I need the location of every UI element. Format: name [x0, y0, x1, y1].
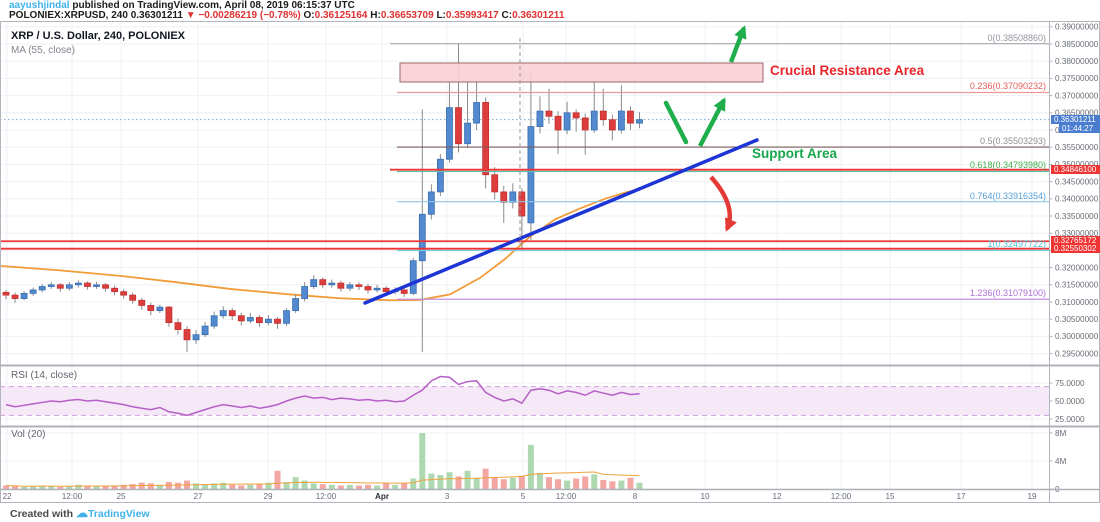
green-up-arrow[interactable]	[728, 25, 747, 63]
fib-level-label: 0(0.38508860)	[987, 32, 1046, 43]
axis-tick-label: 12:00	[556, 492, 577, 501]
axis-tick-label: 19	[1027, 492, 1037, 501]
axis-tick-label: 8	[633, 492, 638, 501]
axis-tick-label: 5	[521, 492, 526, 501]
last-price-badge: 0.36301211	[1051, 114, 1100, 124]
axis-tick-label: 15	[885, 492, 895, 501]
symbol-text: POLONIEX:XRPUSD, 240	[9, 10, 128, 21]
drawings[interactable]	[363, 25, 764, 305]
axis-tick-label: 0.30500000	[1055, 315, 1099, 324]
axis-tick-label: 27	[193, 492, 203, 501]
high-value: 0.36653709	[380, 10, 434, 21]
axis-tick-label: 0.33000000	[1055, 229, 1099, 238]
axis-tick-label: 25	[116, 492, 126, 501]
high-label: H:	[370, 10, 381, 21]
support-trendline[interactable]	[363, 138, 759, 305]
symbol-info-bar: POLONIEX:XRPUSD, 240 0.36301211 ▼ −0.002…	[9, 10, 564, 21]
fib-level-label: 0.236(0.37090232)	[969, 81, 1046, 92]
green-up-arrow[interactable]	[698, 97, 726, 148]
ray-price-badge: 0.32550302	[1051, 243, 1100, 253]
axis-tick-label: 12:00	[831, 492, 852, 501]
fib-level-label: 0.764(0.33916354)	[969, 190, 1046, 201]
vol-legend[interactable]: Vol (20)	[11, 429, 46, 440]
fib-retracement[interactable]	[0, 43, 1049, 300]
axis-tick-label: 4M	[1055, 457, 1067, 466]
axis-tick-label: 0.34500000	[1055, 177, 1099, 186]
ma55-line[interactable]	[0, 186, 646, 302]
axis-tick-label: 50.0000	[1055, 397, 1085, 406]
fib-level-label: 0.618(0.34793980)	[969, 160, 1046, 171]
low-label: L:	[436, 10, 446, 21]
axis-tick-label: 12:00	[62, 492, 83, 501]
rsi-legend[interactable]: RSI (14, close)	[11, 370, 78, 381]
low-value: 0.35993417	[445, 10, 499, 21]
axis-tick-label: 0.37500000	[1055, 74, 1099, 83]
open-value: 0.36125164	[314, 10, 368, 21]
fib-level-label: 1.236(0.31079100)	[969, 288, 1046, 299]
axis-tick-label: 0.34000000	[1055, 195, 1099, 204]
axis-tick-label: 12:00	[316, 492, 337, 501]
axis-tick-label: 29	[263, 492, 273, 501]
axis-tick-label: 0.39000000	[1055, 23, 1099, 32]
volume-ma-line[interactable]	[5, 471, 640, 487]
axis-tick-label: 75.0000	[1055, 379, 1085, 388]
axis-tick-label: 0.31500000	[1055, 281, 1099, 290]
price-axis[interactable]: 0.39000000 0.38500000 0.38000000 0.37500000…	[1049, 23, 1099, 494]
axis-tick-label: 0.36500000	[1055, 109, 1099, 118]
created-with-text: Created with	[10, 508, 74, 520]
axis-tick-label: 17	[956, 492, 966, 501]
axis-tick-label: 0.37000000	[1055, 91, 1099, 100]
countdown-badge: 01:44:27	[1059, 124, 1100, 134]
rsi-pane	[0, 386, 1049, 416]
axis-tick-label: 3	[445, 492, 450, 501]
axis-tick-label: 12	[772, 492, 782, 501]
fib-level-label: 0.5(0.35503293)	[979, 136, 1046, 147]
footer: Created with ☁TradingView	[10, 506, 150, 520]
axis-tick-label: 0.38500000	[1055, 40, 1099, 49]
gridlines	[0, 21, 1049, 490]
ray-price-badge: 0.34846100	[1051, 164, 1100, 174]
fib-level-label: 1(0.32497722)	[987, 239, 1046, 250]
axis-tick-label: 10	[700, 492, 710, 501]
tradingview-link[interactable]: TradingView	[87, 508, 150, 520]
publish-info-bar: aayushjindal published on TradingView.co…	[9, 0, 355, 11]
axis-tick-label: 0.35500000	[1055, 143, 1099, 152]
support-annotation: Support Area	[752, 146, 838, 161]
close-value: 0.36301211	[512, 10, 565, 21]
pane-borders	[0, 21, 1100, 503]
ma-legend[interactable]: MA (55, close)	[11, 45, 75, 56]
axis-tick-label: Apr	[375, 492, 390, 501]
axis-tick-label: 0.30000000	[1055, 332, 1099, 341]
tradingview-logo-icon: ☁	[75, 506, 88, 520]
green-segment[interactable]	[663, 100, 689, 145]
axis-tick-label: 0.29500000	[1055, 349, 1099, 358]
red-down-arrow[interactable]	[709, 175, 737, 232]
axis-tick-label: 8M	[1055, 429, 1067, 438]
resistance-box[interactable]	[399, 62, 764, 83]
axis-tick-label: 0.31000000	[1055, 298, 1099, 307]
published-text: published on TradingView.com, April 08, …	[69, 0, 355, 11]
axis-tick-label: 0.33500000	[1055, 212, 1099, 221]
axis-tick-label: 0.32000000	[1055, 263, 1099, 272]
open-label: O:	[303, 10, 315, 21]
last-price-text: 0.36301211	[130, 10, 183, 21]
chart-legend-title[interactable]: XRP / U.S. Dollar, 240, POLONIEX	[11, 30, 186, 42]
author-link[interactable]: aayushjindal	[9, 0, 70, 11]
change-text: ▼ −0.00286219 (−0.78%)	[185, 10, 301, 21]
axis-tick-label: 25.0000	[1055, 415, 1085, 424]
ray-price-badge: 0.32765172	[1051, 236, 1100, 246]
candles	[2, 43, 643, 352]
rsi-line[interactable]	[5, 375, 640, 417]
close-label: C:	[501, 10, 513, 21]
axis-tick-label: 22	[2, 492, 12, 501]
axis-tick-label: 0.38000000	[1055, 57, 1099, 66]
time-axis[interactable]: 22 12:00 25 27 29 12:00 Apr 3 5 12:00 8 10 12 12:00 15…	[2, 492, 1037, 501]
resistance-annotation: Crucial Resistance Area	[770, 63, 925, 78]
